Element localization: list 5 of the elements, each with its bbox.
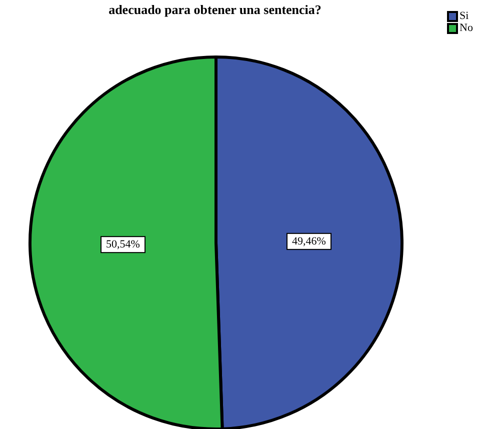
data-label: 49,46% xyxy=(292,235,326,248)
legend-label: No xyxy=(460,22,473,34)
legend-label: Si xyxy=(460,10,469,22)
data-label: 50,54% xyxy=(106,238,140,251)
chart-title: adecuado para obtener una sentencia? xyxy=(108,2,322,18)
